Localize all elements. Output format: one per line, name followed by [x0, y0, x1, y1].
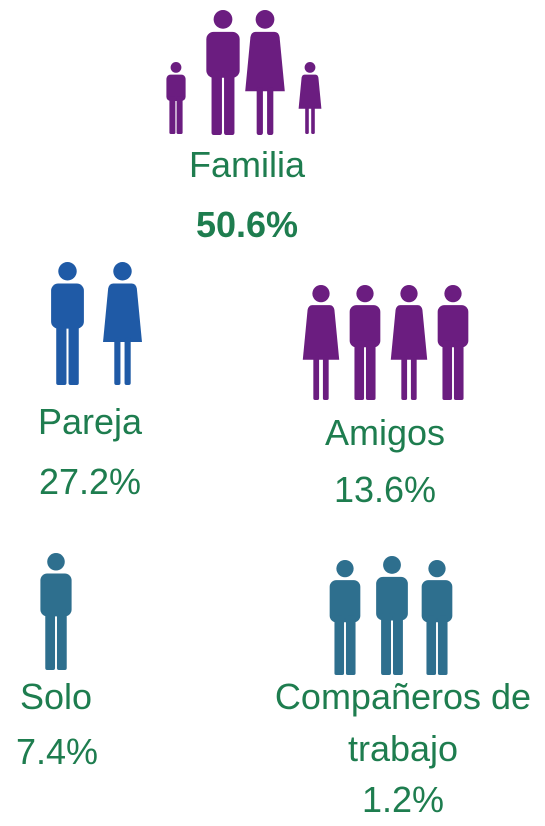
couple-icon	[51, 262, 142, 385]
value: 7.4%	[15, 731, 99, 772]
family-icon	[166, 10, 322, 135]
value: 27.2%	[38, 461, 142, 502]
label: Compañeros de trabajo	[274, 676, 532, 769]
solo-icon	[40, 553, 72, 670]
value: 50.6%	[195, 204, 299, 245]
label: Amigos	[324, 412, 446, 453]
coworkers-icon	[329, 556, 453, 675]
value: 1.2%	[361, 779, 445, 820]
label: Pareja	[37, 401, 143, 442]
friends-icon	[302, 285, 469, 400]
value: 13.6%	[333, 469, 437, 510]
label: Solo	[19, 676, 93, 717]
label: Familia	[188, 144, 305, 185]
